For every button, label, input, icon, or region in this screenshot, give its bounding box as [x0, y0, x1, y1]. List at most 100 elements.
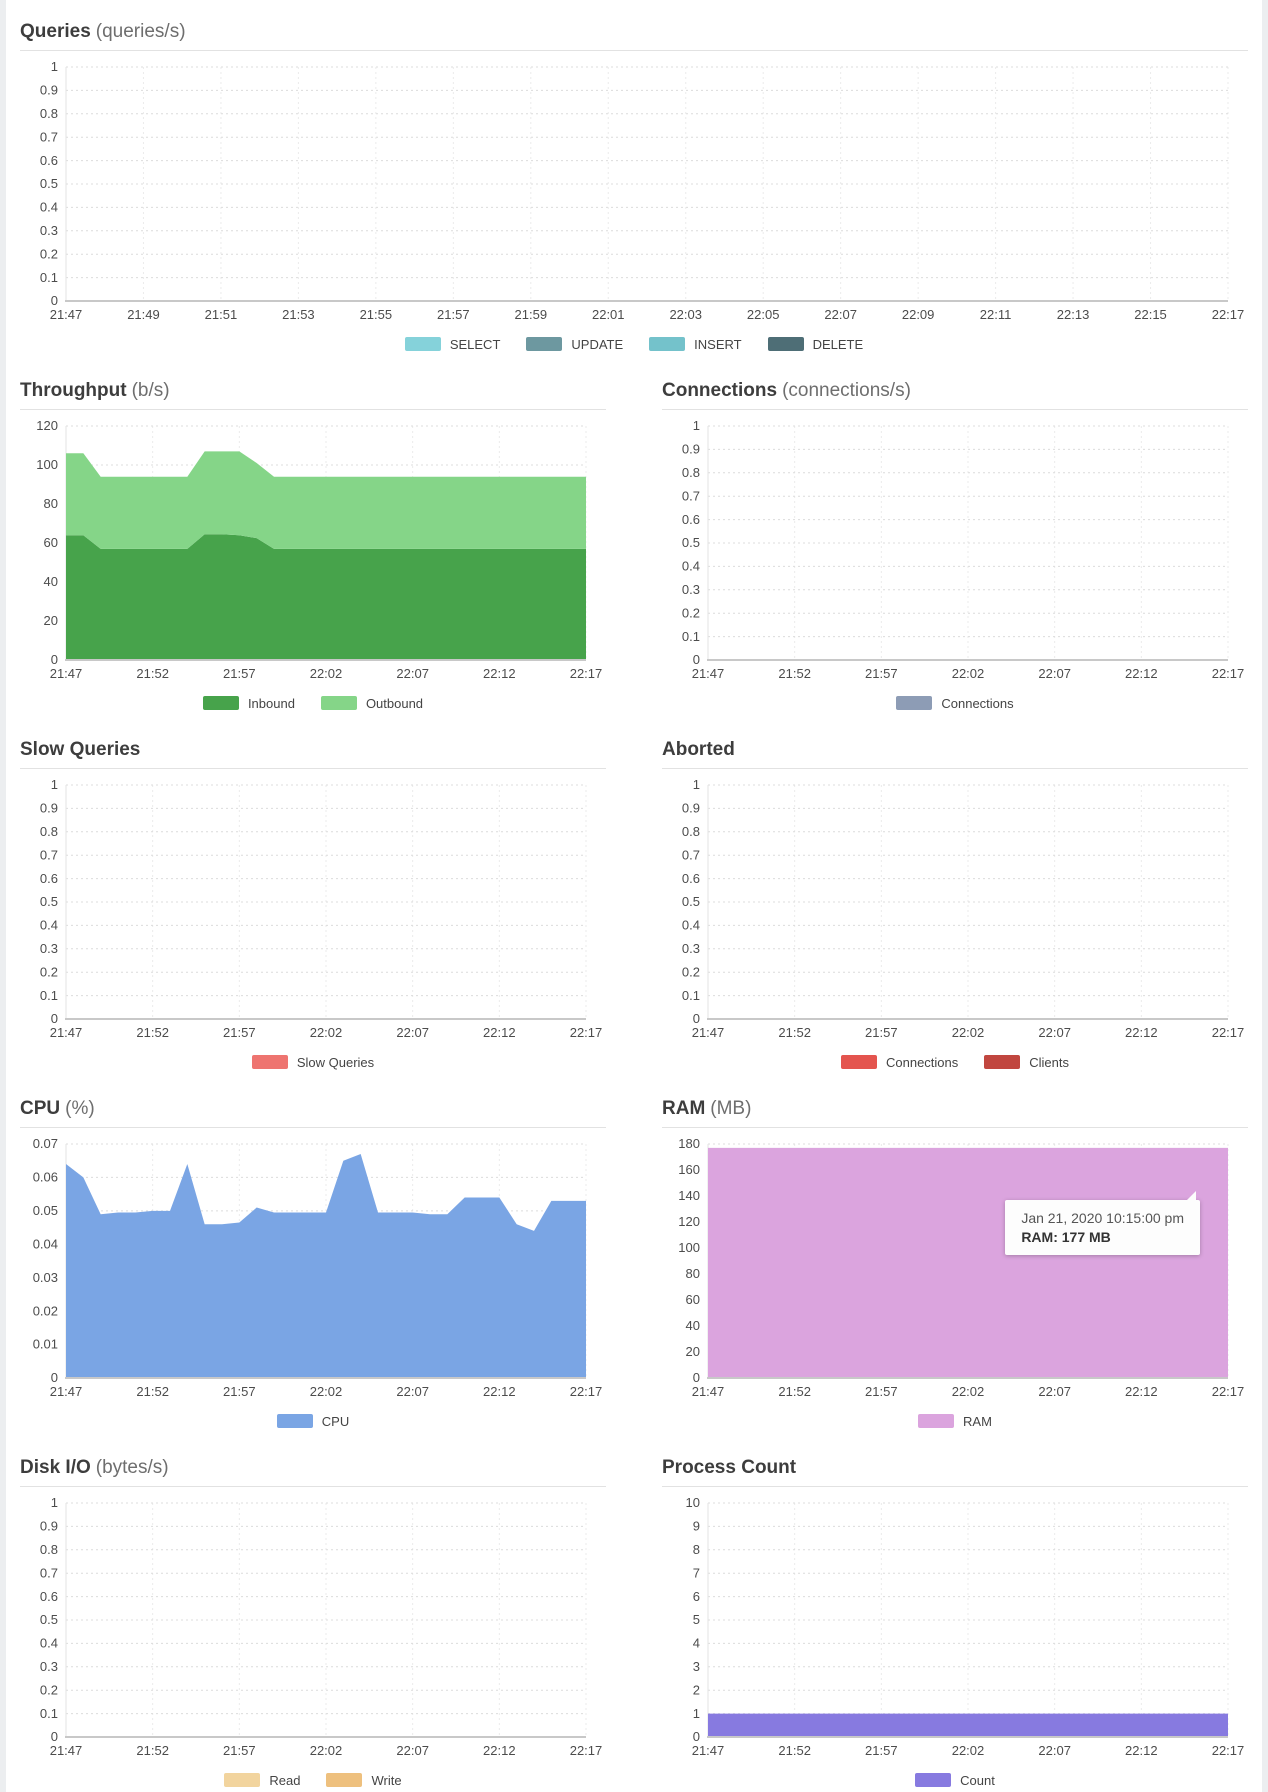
legend-item-update[interactable]: UPDATE: [526, 337, 623, 352]
svg-text:21:57: 21:57: [437, 307, 470, 322]
panel-title-unit: (b/s): [131, 380, 170, 401]
svg-text:22:02: 22:02: [952, 1384, 985, 1399]
svg-text:0.8: 0.8: [40, 824, 58, 839]
legend-label: Read: [269, 1772, 301, 1788]
svg-text:0.3: 0.3: [40, 1659, 58, 1674]
panel-title: Connections (connections/s): [662, 369, 1248, 410]
ram-chart: 21:47 21:52 21:57 22:02 22:07 22:12 22:17 180 16…: [662, 1134, 1248, 1432]
connections-chart-canvas[interactable]: 21:47 21:52 21:57 22:02 22:07 22:12 22:17 1 0.9 0…: [662, 416, 1248, 686]
legend-item-cpu[interactable]: CPU: [276, 1414, 349, 1429]
svg-text:22:17: 22:17: [570, 1025, 603, 1040]
svg-text:22:12: 22:12: [483, 666, 516, 681]
svg-text:21:52: 21:52: [778, 1743, 811, 1758]
svg-text:22:12: 22:12: [1125, 666, 1158, 681]
svg-text:0.02: 0.02: [33, 1303, 58, 1318]
svg-text:22:13: 22:13: [1057, 307, 1090, 322]
queries-chart-canvas[interactable]: 21:47 21:49 21:51 21:53 21:55 21:57 21:59 22:01…: [20, 57, 1248, 327]
process-count-chart-canvas[interactable]: 21:47 21:52 21:57 22:02 22:07 22:12 22:1710987…: [662, 1493, 1248, 1763]
legend-swatch: [224, 1773, 261, 1787]
tooltip-value: RAM: 177 MB: [1021, 1229, 1111, 1245]
process-count-chart: 21:47 21:52 21:57 22:02 22:07 22:12 22:17 10 9 8 7…: [662, 1493, 1248, 1791]
legend-item-inbound[interactable]: Inbound: [202, 696, 295, 711]
svg-text:0.01: 0.01: [33, 1337, 58, 1352]
process-count-chart-legend: Count: [662, 1769, 1248, 1791]
svg-text:1: 1: [51, 777, 58, 792]
cpu-chart-canvas[interactable]: 21:47 21:52 21:57 22:02 22:07 22:12 22:17 0.07 0…: [20, 1134, 606, 1404]
svg-text:22:07: 22:07: [1038, 666, 1071, 681]
svg-text:21:52: 21:52: [778, 1384, 811, 1399]
svg-text:22:09: 22:09: [902, 307, 935, 322]
legend-item-outbound[interactable]: Outbound: [320, 696, 423, 711]
svg-text:21:47: 21:47: [692, 1743, 725, 1758]
legend-label: Clients: [1029, 1054, 1070, 1070]
chart-row-3: Slow Queries 21:47 21:52 21:57 22:02 22:07 22…: [6, 728, 1262, 1073]
svg-text:21:47: 21:47: [692, 666, 725, 681]
disk-io-chart-canvas[interactable]: 21:47 21:52 21:57 22:02 22:07 22:12 22:17 1 0.9 0…: [20, 1493, 606, 1763]
legend-item-delete[interactable]: DELETE: [767, 337, 863, 352]
legend-item-insert[interactable]: INSERT: [649, 336, 742, 352]
svg-text:0.6: 0.6: [40, 871, 58, 886]
svg-text:0.8: 0.8: [682, 465, 700, 480]
svg-text:100: 100: [678, 1240, 700, 1255]
svg-text:0.3: 0.3: [40, 223, 58, 238]
svg-text:80: 80: [44, 496, 58, 511]
aborted-chart-canvas[interactable]: 21:47 21:52 21:57 22:02 22:07 22:12 22:17 1 0.9 0…: [662, 775, 1248, 1045]
svg-text:21:51: 21:51: [205, 307, 238, 322]
svg-text:22:03: 22:03: [669, 307, 702, 322]
legend-item-select[interactable]: SELECT: [404, 337, 500, 352]
legend-item-connections[interactable]: Connections: [840, 1054, 959, 1070]
svg-text:0.1: 0.1: [40, 270, 58, 285]
svg-text:0: 0: [693, 652, 700, 667]
panel-title-text: Connections: [662, 380, 778, 401]
legend-label: UPDATE: [571, 336, 624, 352]
svg-text:8: 8: [693, 1542, 700, 1557]
panel-queries: Queries (queries/s) 21:47 21:49 21:51 21:53 2…: [6, 10, 1262, 355]
svg-text:0.2: 0.2: [40, 246, 58, 261]
svg-text:10: 10: [686, 1495, 700, 1510]
svg-text:0.7: 0.7: [40, 129, 58, 144]
svg-text:7: 7: [693, 1565, 700, 1580]
ram-chart-legend: RAM: [662, 1410, 1248, 1432]
legend-label: Count: [960, 1772, 995, 1788]
svg-text:22:17: 22:17: [1212, 666, 1245, 681]
svg-text:60: 60: [686, 1292, 700, 1307]
svg-text:0.2: 0.2: [682, 605, 700, 620]
throughput-chart-canvas[interactable]: 21:47 21:52 21:57 22:02 22:07 22:12 22:17 120 10…: [20, 416, 606, 686]
svg-text:5: 5: [693, 1612, 700, 1627]
panel-title-unit: (%): [65, 1098, 95, 1119]
panel-title-text: Process Count: [662, 1457, 797, 1478]
legend-label: Connections: [885, 1054, 959, 1070]
panel-title-unit: (connections/s): [782, 380, 911, 401]
svg-text:0.1: 0.1: [682, 988, 700, 1003]
svg-text:0.04: 0.04: [33, 1236, 58, 1251]
svg-text:21:57: 21:57: [223, 1743, 256, 1758]
svg-text:40: 40: [44, 574, 58, 589]
svg-text:21:53: 21:53: [282, 307, 315, 322]
svg-text:22:02: 22:02: [310, 1743, 343, 1758]
legend-item-read[interactable]: Read: [224, 1773, 300, 1788]
panel-title: Slow Queries: [20, 728, 606, 769]
legend-item-count[interactable]: Count: [915, 1773, 995, 1788]
ram-chart-canvas[interactable]: 21:47 21:52 21:57 22:02 22:07 22:12 22:17 180 16…: [662, 1134, 1248, 1404]
panel-title: Disk I/O (bytes/s): [20, 1446, 606, 1487]
svg-text:0.3: 0.3: [682, 941, 700, 956]
svg-text:140: 140: [678, 1188, 700, 1203]
svg-text:0.07: 0.07: [33, 1136, 58, 1151]
throughput-chart-legend: Inbound Outbound: [20, 692, 606, 714]
svg-text:21:47: 21:47: [692, 1384, 725, 1399]
legend-label: INSERT: [694, 336, 742, 352]
svg-text:0: 0: [51, 652, 58, 667]
slow-queries-chart-canvas[interactable]: 21:47 21:52 21:57 22:02 22:07 22:12 22:17 1 0.9 0…: [20, 775, 606, 1045]
legend-item-ram[interactable]: RAM: [918, 1414, 992, 1429]
svg-text:1: 1: [51, 59, 58, 74]
svg-text:0.5: 0.5: [682, 535, 700, 550]
svg-text:0.05: 0.05: [33, 1203, 58, 1218]
legend-item-slow-queries[interactable]: Slow Queries: [251, 1055, 374, 1070]
legend-item-connections[interactable]: Connections: [896, 696, 1014, 711]
legend-item-clients[interactable]: Clients: [984, 1055, 1069, 1070]
legend-item-write[interactable]: Write: [326, 1773, 402, 1788]
disk-io-chart: 21:47 21:52 21:57 22:02 22:07 22:12 22:17 1 0.9 0…: [20, 1493, 606, 1791]
svg-text:22:02: 22:02: [952, 1025, 985, 1040]
svg-text:0.4: 0.4: [682, 918, 700, 933]
